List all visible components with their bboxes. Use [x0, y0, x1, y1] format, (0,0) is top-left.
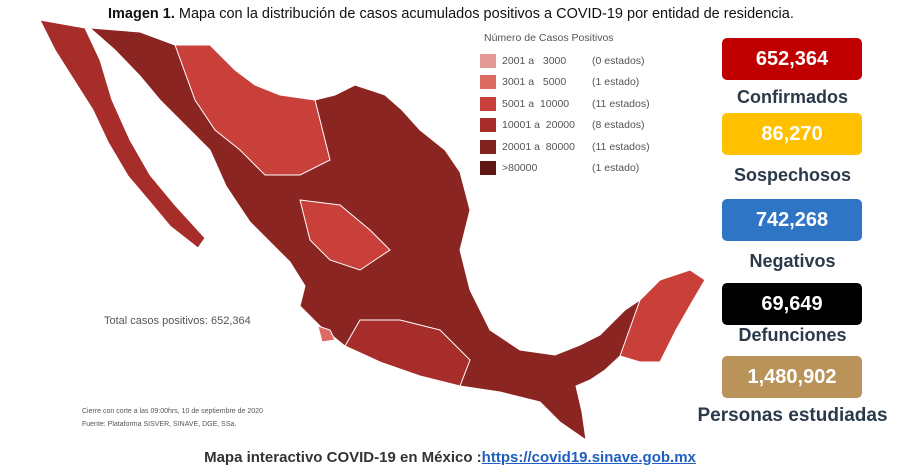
- legend-count: (11 estados): [592, 97, 650, 110]
- footer-link[interactable]: https://covid19.sinave.gob.mx: [481, 449, 696, 466]
- total-cases: Total casos positivos: 652,364: [104, 315, 251, 327]
- title: Imagen 1. Mapa con la distribución de cas…: [108, 6, 794, 22]
- legend-count: (1 estado): [592, 162, 640, 175]
- sonora-region: [174, 44, 331, 176]
- legend-count: (0 estados): [592, 54, 645, 67]
- colima-region: [317, 325, 336, 343]
- south-region: [344, 319, 471, 387]
- legend-range: 2001 a 3000: [502, 54, 567, 67]
- baja-california: [39, 19, 206, 249]
- stat-label: Personas estudiadas: [697, 405, 888, 426]
- footer: Mapa interactivo COVID-19 en México :htt…: [0, 449, 900, 466]
- legend-swatch: [480, 118, 496, 133]
- legend-swatch: [480, 75, 496, 90]
- legend-range: 5001 a 10000: [502, 97, 570, 110]
- stat-box: 742,268: [722, 199, 862, 241]
- legend-swatch: [480, 161, 496, 176]
- legend-rows: 2001 a 3000 (0 estados) 3001 a 5000 (1 esta…: [480, 50, 655, 179]
- stat-box: 652,364: [722, 38, 862, 80]
- legend-swatch: [480, 96, 496, 111]
- legend-range: 20001 a 80000: [502, 140, 575, 153]
- legend-row: 10001 a 20000 (8 estados): [480, 115, 655, 137]
- stat-label: Confirmados: [736, 87, 848, 107]
- legend-range: 10001 a 20000: [502, 119, 575, 132]
- legend-row: 20001 a 80000 (11 estados): [480, 136, 655, 158]
- title-text: Mapa con la distribución de casos acumul…: [178, 6, 794, 22]
- stat-box: 86,270: [722, 113, 862, 155]
- legend-count: (1 estado): [592, 76, 640, 89]
- legend-count: (8 estados): [592, 119, 645, 132]
- legend-swatch: [480, 53, 496, 68]
- title-label: Imagen 1.: [108, 6, 175, 22]
- stat-box: 1,480,902: [722, 356, 862, 398]
- legend-count: (11 estados): [592, 140, 650, 153]
- legend-title: Número de Casos Positivos: [484, 32, 614, 44]
- footer-text: Mapa interactivo COVID-19 en México :: [204, 449, 482, 466]
- legend-row: >80000 (1 estado): [480, 158, 655, 180]
- stat-label: Defunciones: [738, 325, 847, 345]
- note: Fuente: Plataforma SISVER, SINAVE, DGE, …: [82, 421, 237, 428]
- legend: Número de Casos Positivos 2001 a 3000 (0 …: [480, 32, 655, 179]
- map: [39, 19, 706, 442]
- stat-label: Negativos: [749, 251, 836, 271]
- central-region: [299, 199, 391, 271]
- legend-row: 3001 a 5000 (1 estado): [480, 72, 655, 94]
- yucatan-region: [619, 269, 706, 363]
- legend-swatch: [480, 139, 496, 154]
- legend-range: 3001 a 5000: [502, 76, 567, 89]
- legend-row: 2001 a 3000 (0 estados): [480, 50, 655, 72]
- legend-range: >80000: [502, 162, 538, 175]
- note: Cierre con corte a las 09:00hrs, 10 de s…: [82, 408, 263, 415]
- stat-box: 69,649: [722, 283, 862, 325]
- stat-label: Sospechosos: [733, 165, 852, 185]
- legend-row: 5001 a 10000 (11 estados): [480, 93, 655, 115]
